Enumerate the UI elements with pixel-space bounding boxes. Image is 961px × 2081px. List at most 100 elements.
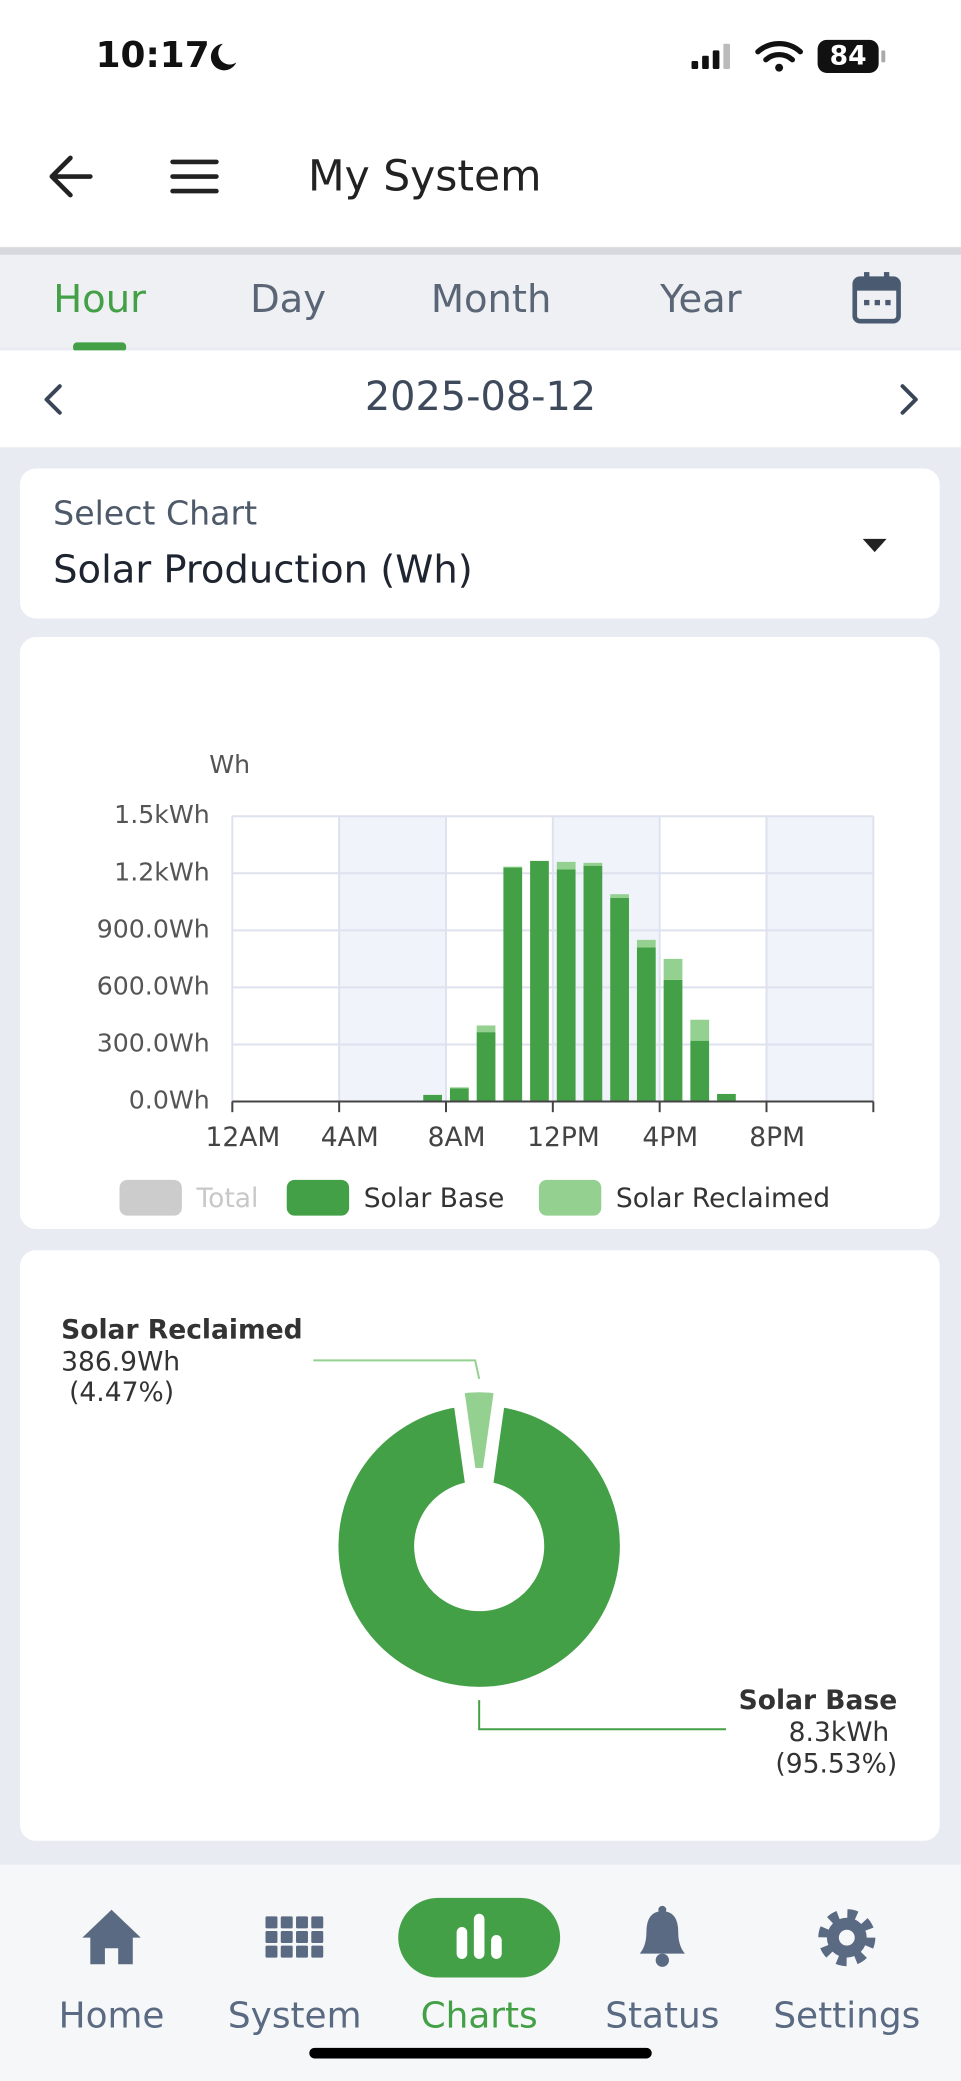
nav-label[interactable]: System [228, 1995, 362, 2036]
top-bar [0, 0, 961, 249]
nav-icon [265, 1916, 324, 1958]
tabs: Hour Day Month Year [53, 277, 742, 352]
pie-label-percent: (95.53%) [775, 1749, 897, 1780]
bar-segment [449, 1087, 469, 1089]
calendar-button[interactable] [852, 272, 901, 324]
x-tick-label: 12AM [206, 1122, 281, 1153]
bar-segment [530, 860, 549, 1102]
bell-top [658, 1905, 667, 1914]
nav-icon [82, 1909, 141, 1965]
plot-band [766, 816, 874, 1102]
bar-segment [583, 862, 603, 866]
legend-label[interactable]: Solar Reclaimed [616, 1183, 830, 1214]
legend-swatch[interactable] [119, 1179, 182, 1216]
grid-cell [265, 1931, 278, 1943]
leader-line [478, 1700, 727, 1731]
nav-label[interactable]: Status [605, 1995, 719, 2036]
pie-label-name: Solar Reclaimed [61, 1315, 303, 1346]
tab[interactable]: Year [659, 277, 742, 322]
next-date-button[interactable] [900, 384, 918, 415]
bar-segment [636, 947, 656, 1102]
battery-tip [881, 50, 886, 63]
chart-bar-icon [473, 1913, 485, 1959]
bar-chart: 0.0Wh 300.0Wh 600.0Wh 900.0Wh 1.2kWh 1.5kWh 12… [97, 800, 875, 1216]
bar-segment [449, 1088, 469, 1102]
nav-label[interactable]: Charts [421, 1995, 538, 2036]
grid-cell [280, 1945, 293, 1958]
nav-label[interactable]: Settings [773, 1995, 920, 2036]
grid-cell [280, 1931, 293, 1943]
grid-cell [280, 1916, 293, 1929]
active-tab-indicator [73, 342, 127, 352]
bar-segment [610, 894, 629, 899]
bar-segment [663, 979, 683, 1102]
tab-bar [0, 254, 961, 348]
pie-label-percent: (4.47%) [69, 1377, 174, 1408]
battery-level: 84 [830, 41, 867, 72]
legend-swatch[interactable] [538, 1179, 602, 1216]
grid-cell [296, 1945, 308, 1958]
grid-cell [311, 1916, 324, 1929]
header-title: My System [308, 153, 542, 202]
tab[interactable]: Hour [53, 277, 146, 322]
x-tick-label: 12PM [527, 1122, 600, 1153]
select-label: Select Chart [53, 493, 257, 532]
bar-segment [476, 1032, 496, 1102]
pie-label-name: Solar Base [739, 1685, 898, 1716]
nav-icon [639, 1905, 685, 1967]
x-tick-label: 8AM [428, 1122, 486, 1153]
bar-segment [636, 939, 656, 948]
nav-icon [456, 1913, 502, 1959]
pie-chart-card [19, 1250, 940, 1841]
bar-segment [717, 1093, 736, 1102]
tab[interactable]: Month [431, 277, 552, 322]
battery-icon [817, 39, 879, 73]
grid-cell [311, 1931, 324, 1943]
nav-icon [818, 1909, 876, 1967]
grid-cell [296, 1916, 308, 1929]
signal-icon [691, 43, 731, 70]
y-axis-label: Wh [209, 750, 250, 779]
chart-bar-icon [491, 1935, 502, 1959]
home-icon [82, 1909, 141, 1965]
gear-teeth [818, 1909, 876, 1967]
grid-cell [265, 1945, 278, 1958]
menu-button[interactable] [170, 159, 219, 194]
bar-segment [610, 898, 629, 1102]
nav-label[interactable]: Home [59, 1995, 165, 2036]
tab[interactable]: Day [250, 277, 326, 322]
select-chart-card[interactable] [19, 468, 940, 619]
bar-segment [556, 861, 576, 870]
chart-bar-icon [456, 1927, 468, 1959]
legend-label[interactable]: Solar Base [364, 1183, 505, 1214]
legend-label[interactable]: Total [195, 1183, 258, 1214]
home-indicator [309, 2047, 652, 2059]
y-tick-label: 0.0Wh [129, 1086, 210, 1115]
prev-date-button[interactable] [44, 384, 62, 415]
grid-cell [296, 1931, 308, 1943]
header-shadow [0, 246, 961, 255]
bar-segment [690, 1019, 710, 1041]
x-tick-label: 4PM [642, 1122, 698, 1153]
grid-cell [265, 1916, 278, 1929]
bell-clapper [655, 1953, 669, 1967]
legend-swatch[interactable] [286, 1179, 350, 1216]
wifi-dot [775, 63, 784, 72]
y-tick-label: 900.0Wh [97, 914, 210, 943]
status-time: 10:17 [96, 35, 210, 76]
gear-hole [838, 1929, 855, 1946]
y-tick-label: 1.2kWh [114, 857, 210, 886]
bar-segment [663, 958, 683, 980]
grid-cell [311, 1945, 324, 1958]
leader-line [313, 1359, 481, 1380]
dropdown-arrow [862, 538, 887, 553]
date-label: 2025-08-12 [365, 374, 596, 420]
plot-band [339, 816, 446, 1102]
bar-segment [503, 866, 523, 868]
y-tick-label: 600.0Wh [97, 971, 210, 1000]
bar-segment [476, 1025, 496, 1033]
pie-slice [327, 1396, 631, 1698]
back-button[interactable] [49, 155, 93, 198]
pie-label-value: 386.9Wh [61, 1347, 180, 1378]
